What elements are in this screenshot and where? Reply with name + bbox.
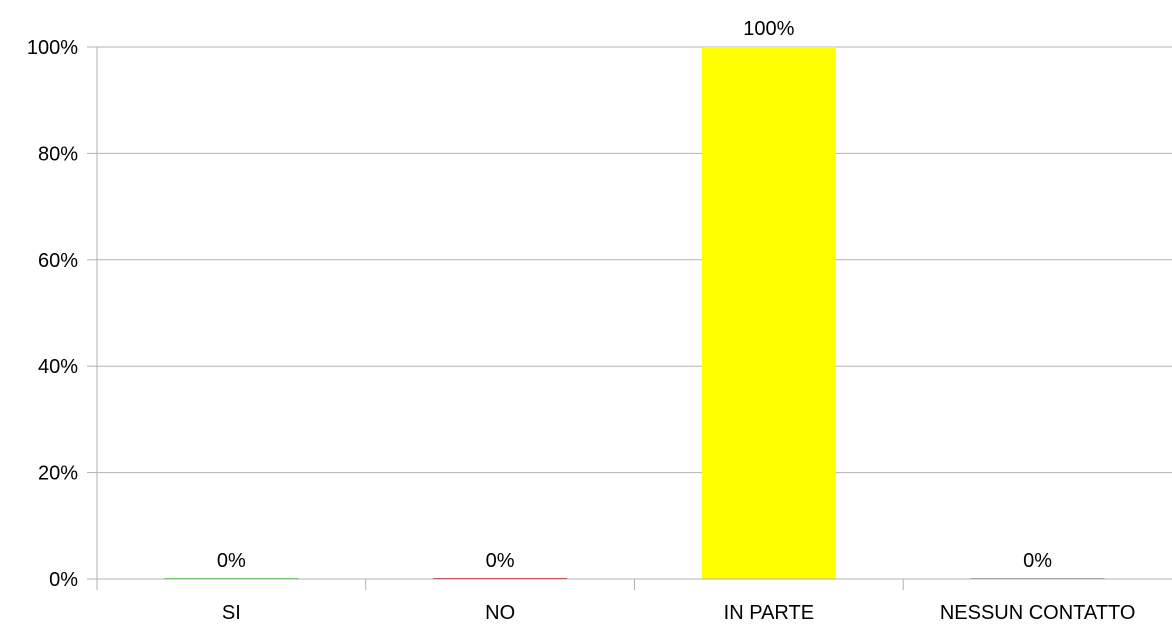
- x-category-label: SI: [222, 602, 241, 624]
- y-tick-label: 80%: [38, 143, 78, 165]
- x-category-label: NESSUN CONTATTO: [940, 602, 1136, 624]
- axes: [96, 47, 1172, 590]
- data-label: 100%: [743, 18, 794, 40]
- data-label: 0%: [217, 550, 246, 572]
- y-tick-label: 20%: [38, 463, 78, 485]
- data-labels: 0% 0% 100% 0%: [217, 18, 1052, 572]
- bar: [701, 47, 836, 579]
- y-tick-label: 60%: [38, 250, 78, 272]
- y-tick-label: 100%: [27, 37, 78, 59]
- x-axis-labels: SI NO IN PARTE NESSUN CONTATTO: [222, 602, 1135, 624]
- bars: [164, 47, 1105, 579]
- y-tick-label: 0%: [49, 569, 78, 591]
- x-category-label: NO: [485, 602, 515, 624]
- data-label: 0%: [486, 550, 515, 572]
- y-tick-label: 40%: [38, 356, 78, 378]
- y-axis-ticks: 0% 20% 40% 60% 80% 100%: [27, 37, 97, 591]
- gridlines: [97, 46, 1172, 474]
- x-category-label: IN PARTE: [724, 602, 814, 624]
- data-label: 0%: [1023, 550, 1052, 572]
